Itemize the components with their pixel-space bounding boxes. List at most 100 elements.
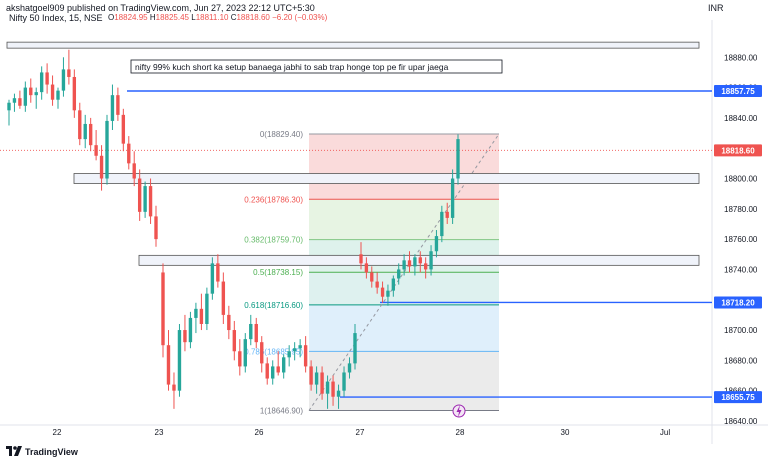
candle-body [320, 372, 324, 394]
candle-body [177, 330, 182, 391]
support-resistance-zone [6, 41, 700, 49]
symbol-line: Nifty 50 Index, 15, NSE O18824.95 H18825… [0, 12, 768, 28]
fib-level-label: 1(18646.90) [260, 407, 303, 416]
candle-body [61, 69, 66, 91]
currency-label: INR [708, 3, 724, 13]
candle-body [12, 98, 17, 103]
y-tick-label: 18680.00 [724, 356, 758, 365]
candle-body [303, 345, 308, 367]
candle-body [386, 290, 390, 297]
candle-body [402, 260, 406, 270]
candle-body [249, 323, 253, 340]
candle-body [254, 323, 258, 343]
candle-body [287, 351, 291, 358]
author-line: akshatgoel909 published on TradingView.c… [6, 3, 315, 13]
level-price-tag [714, 84, 762, 97]
candle-body [232, 330, 237, 352]
candle-body [380, 287, 385, 297]
candle-body [7, 102, 11, 111]
candle-body [56, 90, 60, 100]
x-tick-label: 30 [561, 428, 570, 437]
candle-body [199, 308, 204, 324]
last-price-tag [714, 144, 762, 157]
candle-body [172, 384, 176, 391]
y-tick-label: 18880.00 [724, 53, 758, 62]
candle-body [281, 357, 286, 373]
lightning-icon [456, 405, 462, 417]
price-chart[interactable]: 18880.0018860.0018840.0018820.0018800.00… [0, 0, 768, 444]
candle-body [450, 178, 455, 218]
symbol-name[interactable]: Nifty 50 Index, 15, NSE [9, 13, 103, 23]
candle-body [276, 366, 280, 373]
level-price-label: 18655.75 [721, 393, 755, 402]
ohlc-change: −6.20 (−0.03%) [272, 13, 328, 22]
candle-body [127, 143, 131, 164]
annotation-text: nifty 99% kuch short ka setup banaega ja… [135, 62, 449, 72]
ohlc-h-label: H [149, 13, 156, 22]
candle-body [413, 257, 417, 267]
x-tick-label: 27 [356, 428, 365, 437]
y-tick-label: 18740.00 [724, 265, 758, 274]
fib-zone [309, 133, 499, 200]
candle-body [34, 92, 38, 96]
ohlc-l-label: L [191, 13, 196, 22]
y-tick-label: 18780.00 [724, 205, 758, 214]
candle-body [260, 342, 264, 364]
level-price-tag [714, 296, 762, 309]
ohlc-readout: O18824.95 H18825.45 L18811.10 C18818.60 … [108, 13, 327, 22]
candle-body [78, 110, 82, 140]
x-tick-label: 22 [53, 428, 62, 437]
candle-body [39, 72, 44, 93]
ohlc-l-value: 18811.10 [195, 13, 229, 22]
candle-body [418, 257, 422, 264]
candle-body [105, 120, 109, 179]
ohlc-c-label: C [230, 13, 237, 22]
candle-body [309, 366, 313, 385]
candle-body [336, 390, 341, 397]
y-tick-label: 18700.00 [724, 326, 758, 335]
candle-body [397, 269, 401, 279]
support-resistance-zone [73, 173, 700, 184]
candle-body [423, 263, 428, 270]
candle-body [67, 69, 71, 77]
candle-body [445, 211, 449, 218]
candle-body [440, 211, 444, 237]
x-tick-label: 26 [255, 428, 264, 437]
candle-body [407, 260, 412, 267]
candle-body [359, 254, 363, 264]
candle-body [238, 351, 242, 367]
candle-body [434, 236, 439, 252]
level-price-tag [714, 391, 762, 404]
candle-body [292, 348, 297, 352]
fib-level-label: 0.786(18685.95) [244, 347, 303, 356]
fib-zone [309, 304, 499, 352]
candle-body [221, 281, 226, 315]
x-tick-label: 23 [155, 428, 164, 437]
candle-body [83, 123, 87, 140]
last-price-label: 18818.60 [721, 146, 755, 155]
ohlc-o-value: 18824.95 [114, 13, 148, 22]
candle-body [210, 263, 215, 294]
candle-body [29, 87, 33, 96]
candle-body [375, 281, 379, 288]
candle-body [364, 263, 369, 273]
tradingview-logo-icon [6, 446, 22, 456]
candle-body [331, 381, 335, 397]
chart-footer: TradingView [0, 444, 768, 462]
fib-zone [309, 351, 499, 411]
ohlc-h-value: 18825.45 [155, 13, 189, 22]
chart-header: akshatgoel909 published on TradingView.c… [0, 0, 768, 16]
candle-body [88, 123, 93, 146]
y-tick-label: 18840.00 [724, 114, 758, 123]
candle-body [188, 317, 193, 343]
candle-body [342, 372, 346, 391]
candle-body [314, 372, 319, 385]
candle-body [265, 363, 269, 379]
x-tick-label: Jul [660, 428, 670, 437]
candle-body [347, 363, 352, 373]
candle-body [370, 272, 374, 282]
brand-name: TradingView [25, 447, 78, 457]
candle-body [183, 330, 187, 343]
candle-body [110, 95, 115, 121]
fib-trend-line [308, 133, 500, 411]
